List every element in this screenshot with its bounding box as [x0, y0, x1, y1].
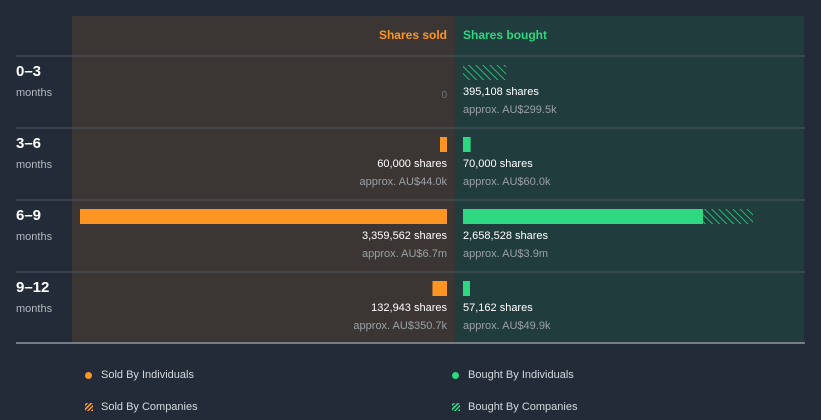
- period-unit: months: [16, 87, 53, 99]
- sold-shares-label: 0: [441, 90, 447, 101]
- legend-bought-companies: Bought By Companies: [452, 401, 577, 413]
- bought-individuals-bar: [463, 209, 703, 224]
- period-label: 3–6: [16, 135, 41, 152]
- legend-label: Sold By Companies: [101, 401, 198, 413]
- sold-companies-swatch-icon: [85, 403, 93, 411]
- legend-sold-companies: Sold By Companies: [85, 401, 198, 413]
- bought-panel: [455, 16, 804, 342]
- bought-approx-label: approx. AU$3.9m: [463, 248, 548, 260]
- bought-companies-bar: [702, 209, 753, 224]
- period-label: 6–9: [16, 207, 41, 224]
- period-unit: months: [16, 303, 53, 315]
- bought-shares-label: 70,000 shares: [463, 158, 533, 170]
- sold-individuals-bar: [440, 137, 447, 152]
- sold-approx-label: approx. AU$6.7m: [362, 248, 447, 260]
- sold-shares-label: 60,000 shares: [377, 158, 447, 170]
- legend-label: Bought By Companies: [468, 401, 578, 413]
- sold-approx-label: approx. AU$44.0k: [360, 176, 448, 188]
- bought-shares-label: 57,162 shares: [463, 302, 533, 314]
- bought-companies-swatch-icon: [452, 403, 460, 411]
- bought-companies-bar: [463, 65, 507, 80]
- legend-label: Sold By Individuals: [101, 369, 194, 381]
- bought-shares-label: 2,658,528 shares: [463, 230, 549, 242]
- legend-sold-individuals: Sold By Individuals: [85, 369, 194, 381]
- period-label: 9–12: [16, 279, 49, 296]
- bought-approx-label: approx. AU$49.9k: [463, 320, 551, 332]
- bought-approx-label: approx. AU$60.0k: [463, 176, 551, 188]
- sold-individuals-bar: [80, 209, 447, 224]
- header-shares-sold: Shares sold: [379, 28, 447, 42]
- bought-shares-label: 395,108 shares: [463, 86, 539, 98]
- header-shares-bought: Shares bought: [463, 28, 547, 42]
- period-label: 0–3: [16, 63, 41, 80]
- sold-individuals-bar: [432, 281, 447, 296]
- bought-individuals-bar: [463, 137, 471, 152]
- bought-approx-label: approx. AU$299.5k: [463, 104, 557, 116]
- legend-bought-individuals: Bought By Individuals: [452, 369, 574, 381]
- sold-shares-label: 3,359,562 shares: [362, 230, 448, 242]
- sold-panel: [72, 16, 455, 342]
- period-unit: months: [16, 159, 53, 171]
- sold-shares-label: 132,943 shares: [371, 302, 447, 314]
- legend-label: Bought By Individuals: [468, 369, 574, 381]
- sold-individuals-swatch-icon: [85, 371, 92, 379]
- bought-individuals-swatch-icon: [452, 371, 459, 379]
- bought-individuals-bar: [463, 281, 470, 296]
- sold-approx-label: approx. AU$350.7k: [353, 320, 447, 332]
- period-unit: months: [16, 231, 53, 243]
